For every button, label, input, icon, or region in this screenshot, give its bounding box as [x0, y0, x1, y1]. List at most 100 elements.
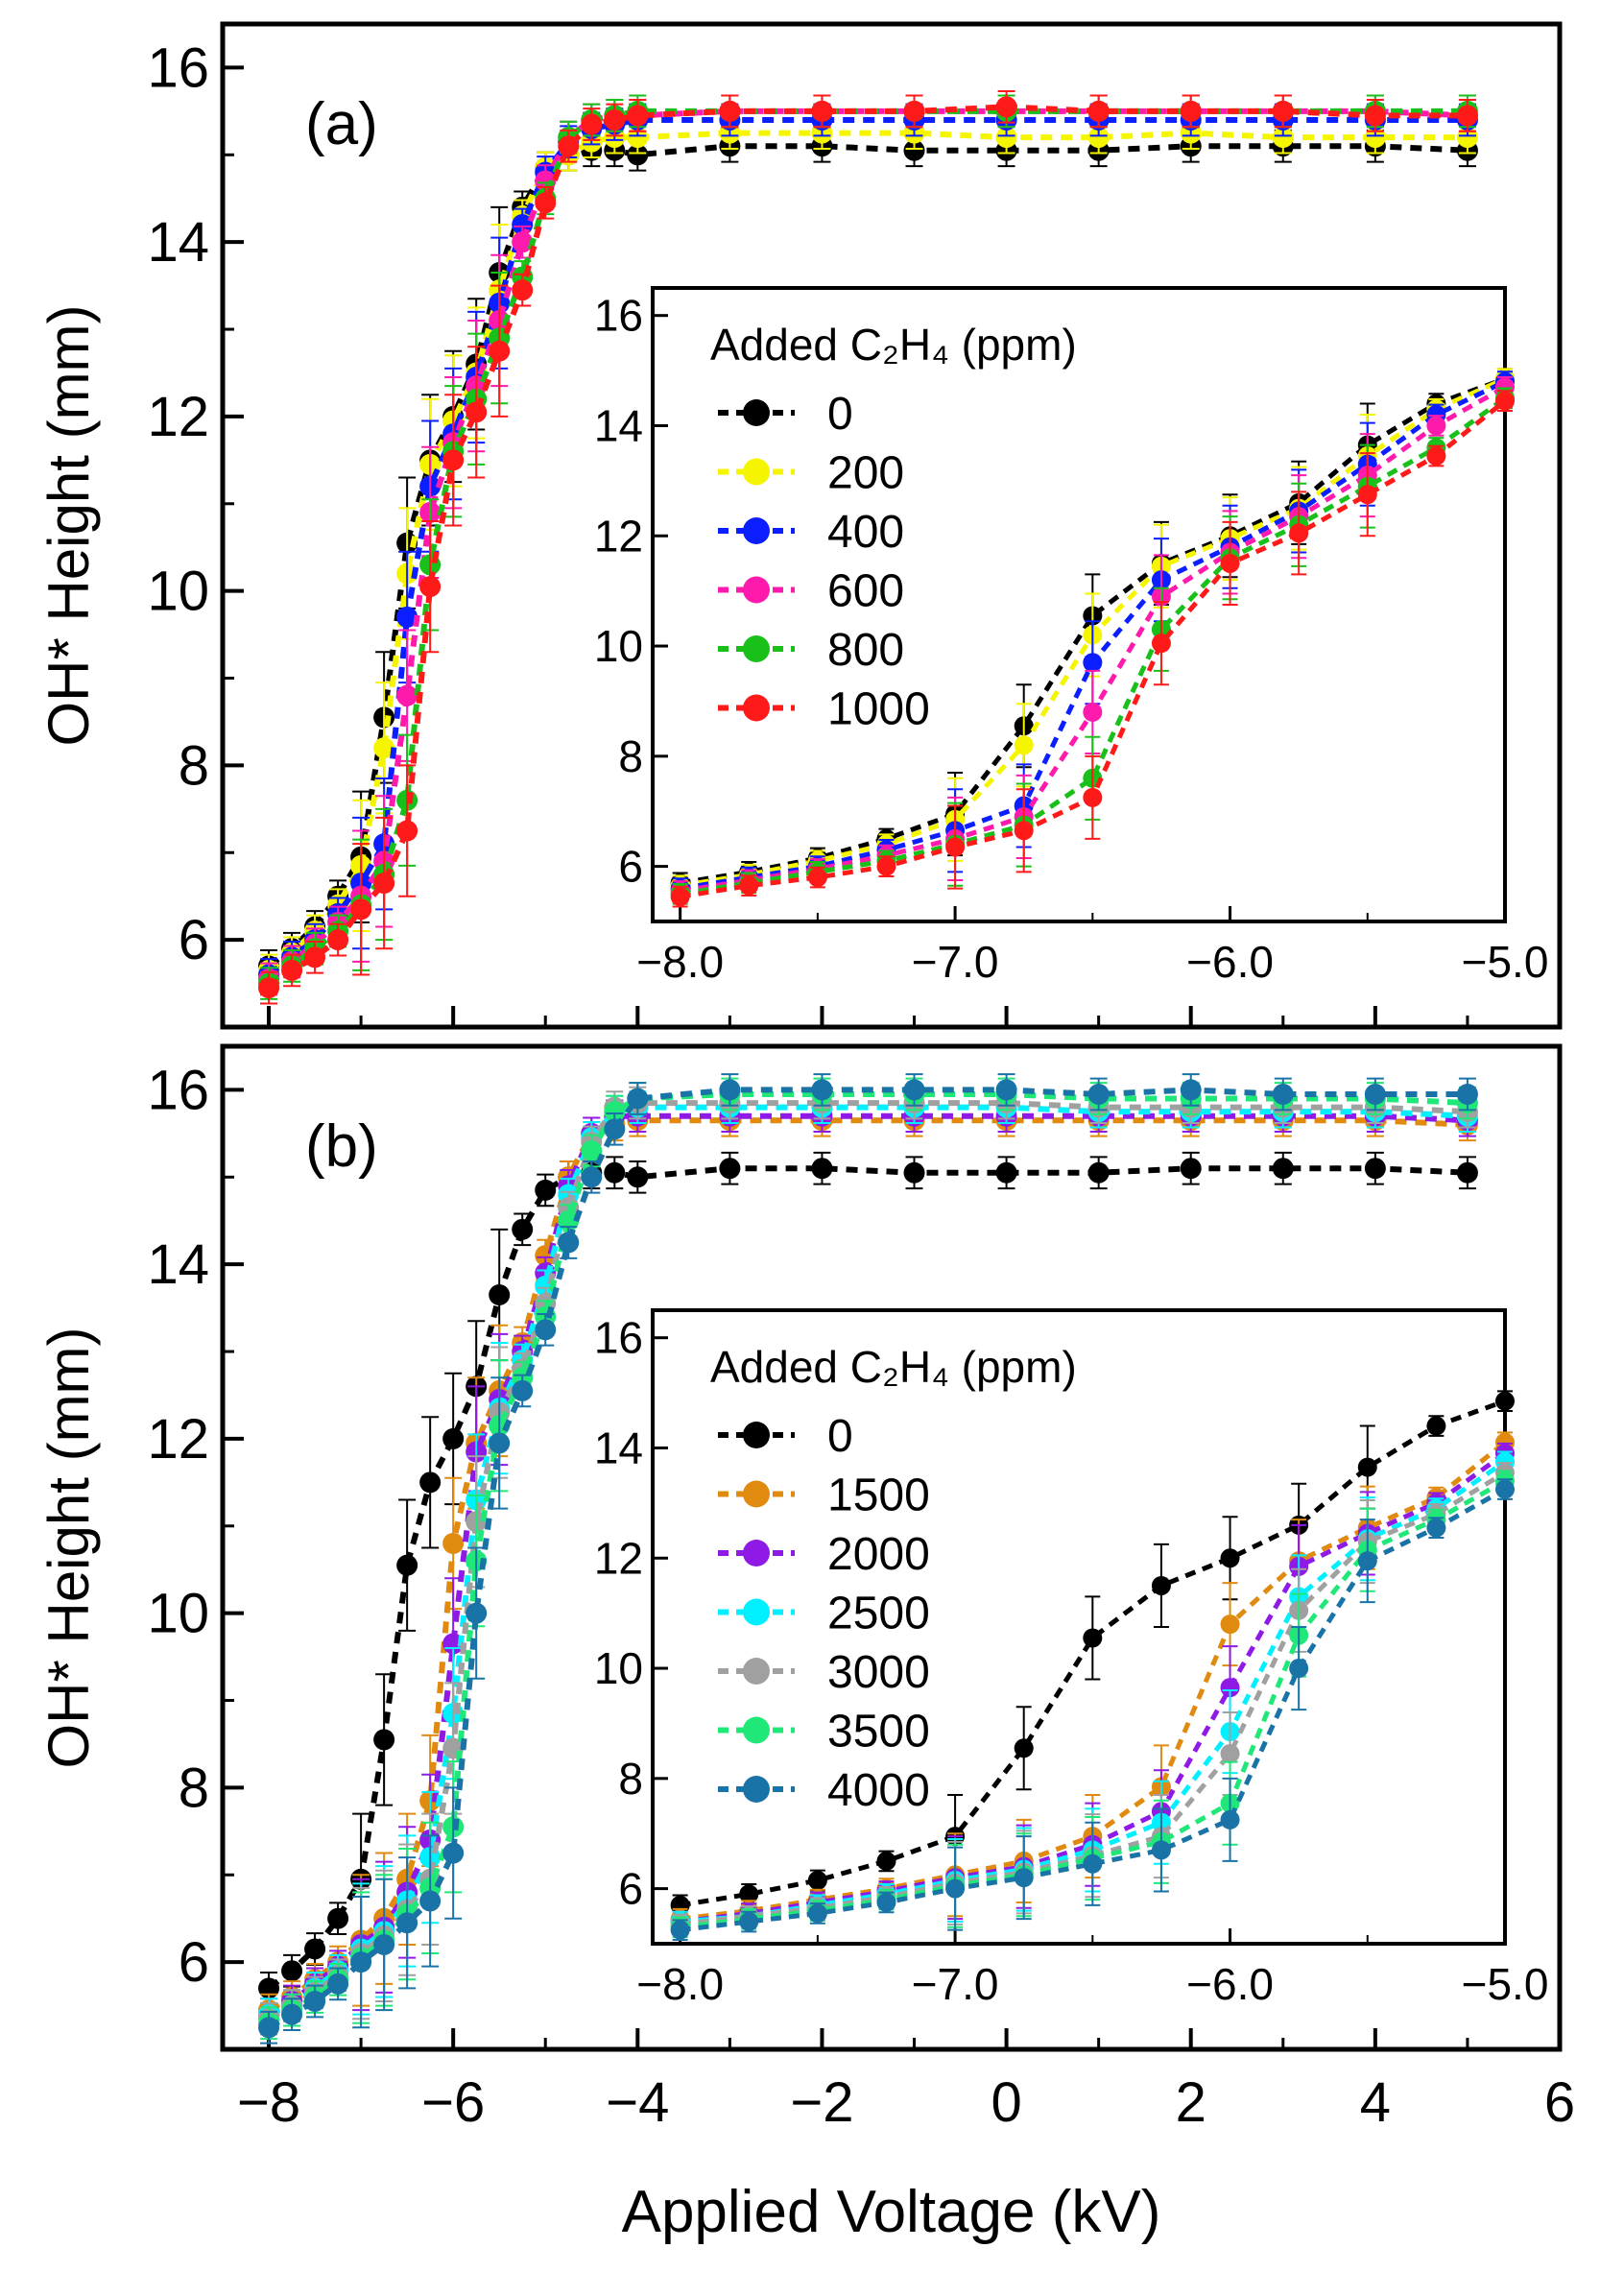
inset-y-tick-label: 10	[594, 1643, 643, 1693]
data-point	[442, 1427, 465, 1449]
data-point	[396, 1554, 418, 1576]
data-point	[581, 1166, 603, 1188]
inset-data-point	[1014, 1868, 1034, 1888]
inset-y-tick-label: 6	[618, 1864, 643, 1914]
x-tick-label: 6	[1544, 2071, 1575, 2134]
inset-data-point	[1151, 1840, 1171, 1860]
inset-data-point	[1357, 485, 1377, 505]
data-point	[489, 1432, 511, 1454]
inset-y-tick-label: 14	[594, 400, 643, 450]
inset-x-tick-label: −7.0	[912, 937, 999, 987]
data-point	[350, 1951, 372, 1973]
data-point	[811, 100, 833, 122]
data-point	[719, 100, 741, 122]
legend-marker	[743, 576, 770, 604]
x-tick-label: −2	[790, 2071, 853, 2134]
inset-data-point	[1426, 1416, 1446, 1436]
data-point	[1364, 105, 1386, 127]
data-point	[466, 1602, 488, 1624]
inset-data-point	[1495, 1479, 1515, 1499]
data-point	[373, 1729, 395, 1751]
data-point	[604, 1161, 626, 1184]
legend-marker	[743, 1658, 770, 1685]
data-point	[419, 576, 442, 598]
legend-entry: 2000	[718, 1529, 930, 1580]
inset-data-point	[1083, 702, 1103, 722]
inset-data-point	[670, 887, 690, 907]
inset-frame	[651, 1308, 1507, 1946]
legend-entry: 400	[718, 507, 904, 558]
data-point	[903, 1079, 925, 1101]
x-tick-label: −6	[421, 2071, 485, 2134]
data-point	[350, 898, 372, 921]
data-point	[1087, 100, 1110, 122]
data-point	[995, 1079, 1017, 1101]
legend-label: 2500	[827, 1589, 930, 1639]
data-point	[1456, 105, 1478, 127]
legend-title: Added C₂H₄ (ppm)	[710, 320, 1077, 370]
legend-label: 1000	[827, 684, 930, 735]
legend: Added C₂H₄ (ppm) 0 200 400 600 800 1000	[710, 320, 1077, 735]
legend-label: 2000	[827, 1529, 930, 1580]
data-point	[304, 946, 326, 969]
data-point	[1087, 1161, 1110, 1184]
data-point	[442, 449, 465, 471]
x-axis-label: Applied Voltage (kV)	[622, 2179, 1161, 2245]
data-point	[581, 1140, 603, 1162]
legend-marker	[743, 694, 770, 722]
data-point	[558, 135, 580, 157]
inset-y-tick-label: 12	[594, 511, 643, 561]
inset-data-point	[945, 837, 966, 857]
inset-data-point	[876, 856, 896, 876]
data-point	[1272, 1083, 1294, 1105]
inset-data-point	[1220, 1548, 1240, 1568]
legend-label: 600	[827, 566, 904, 617]
y-axis-label: OH* Height (mm)	[36, 1327, 101, 1768]
inset-data-point	[1014, 821, 1034, 841]
inset-data-point	[1014, 735, 1034, 755]
y-tick-label: 10	[147, 1583, 209, 1645]
legend-marker	[743, 517, 770, 544]
inset-data-point	[876, 1892, 896, 1912]
plot-frame	[220, 1043, 1563, 2052]
inset-series-1000	[670, 390, 1515, 908]
legend-label: 400	[827, 507, 904, 558]
legend-entry: 600	[718, 566, 904, 617]
data-point	[995, 96, 1017, 118]
data-point	[811, 1158, 833, 1180]
legend-label: 4000	[827, 1765, 930, 1816]
legend-label: 0	[827, 389, 853, 440]
inset-y-tick-label: 14	[594, 1423, 643, 1472]
inset-data-point	[876, 1851, 896, 1871]
y-tick-label: 12	[147, 1408, 209, 1471]
data-point	[1364, 1083, 1386, 1105]
data-point	[903, 100, 925, 122]
inset-data-point	[1220, 553, 1240, 573]
legend-marker	[743, 1480, 770, 1508]
data-point	[903, 139, 925, 161]
inset-data-point	[1495, 391, 1515, 411]
inset-data-point	[739, 1912, 759, 1932]
data-point	[535, 1179, 557, 1201]
data-point	[604, 1118, 626, 1140]
data-point	[558, 1232, 580, 1254]
y-tick-label: 14	[147, 1233, 209, 1296]
legend-marker	[743, 1422, 770, 1448]
legend-marker	[743, 458, 770, 486]
data-point	[627, 105, 649, 127]
series-4000	[258, 1073, 1478, 2045]
data-point	[327, 1973, 349, 1995]
data-point	[373, 1933, 395, 1955]
inset-x-tick-label: −8.0	[636, 937, 724, 987]
series-line	[267, 1165, 1469, 1991]
inset-data-point	[739, 875, 759, 896]
inset-y-tick-label: 8	[618, 731, 643, 781]
data-point	[396, 820, 418, 842]
inset-series-4000	[670, 1478, 1515, 1941]
data-point	[489, 340, 511, 362]
legend-entry: 800	[718, 625, 904, 676]
data-point	[512, 1218, 534, 1240]
legend-entry: 4000	[718, 1765, 930, 1816]
data-point	[995, 1161, 1017, 1184]
inset-data-point	[1151, 1575, 1171, 1595]
